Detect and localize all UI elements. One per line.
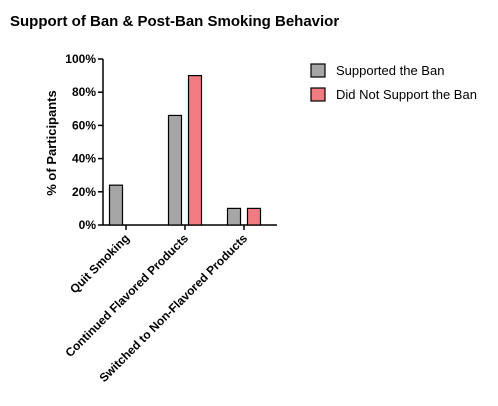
legend: Supported the Ban Did Not Support the Ba… <box>310 63 477 102</box>
y-tick-label: 100% <box>65 52 96 66</box>
chart-title: Support of Ban & Post-Ban Smoking Behavi… <box>10 13 339 30</box>
x-axis <box>103 224 277 230</box>
bar-not-supported-2 <box>187 74 203 226</box>
y-axis-label: % of Participants <box>44 90 59 195</box>
x-category-label: Continued Flavored Products <box>62 231 191 360</box>
y-tick-label: 80% <box>72 85 96 99</box>
bars <box>108 74 262 226</box>
y-tick-label: 0% <box>79 218 97 232</box>
bar-supported-1 <box>108 184 124 226</box>
bar-not-supported-3 <box>246 207 262 226</box>
y-tick-label: 20% <box>72 185 96 199</box>
bar-supported-3 <box>226 207 242 226</box>
legend-swatch-not-supported <box>310 87 326 102</box>
legend-label-not-supported: Did Not Support the Ban <box>336 87 477 102</box>
bar-supported-2 <box>167 114 183 226</box>
y-axis: 0% 20% 40% 60% 80% 100% <box>65 52 104 232</box>
y-tick-label: 60% <box>72 118 96 132</box>
x-category-label: Quit Smoking <box>67 231 132 296</box>
legend-label-supported: Supported the Ban <box>336 63 444 78</box>
legend-swatch-supported <box>310 63 326 78</box>
y-tick-label: 40% <box>72 152 96 166</box>
